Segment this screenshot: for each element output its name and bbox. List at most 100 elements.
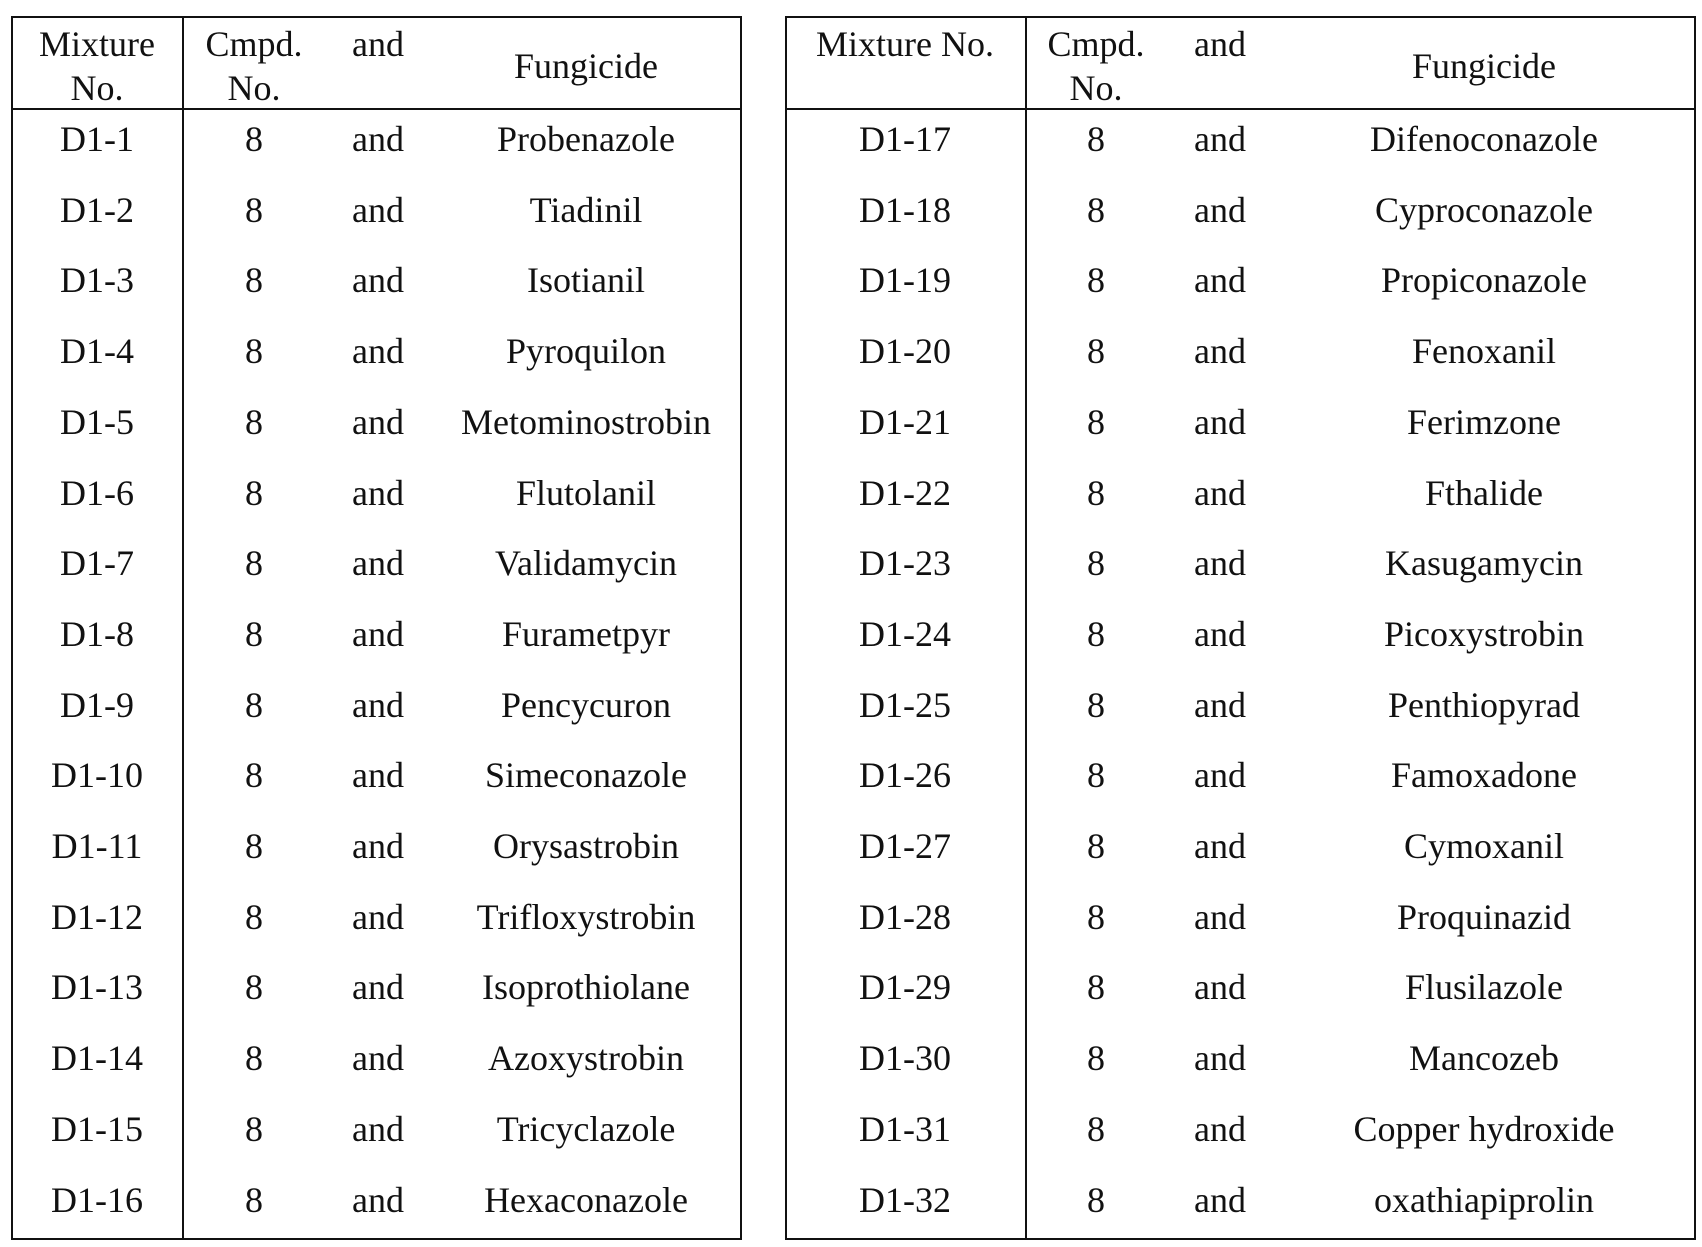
header-rule [787, 108, 1694, 110]
table-cell: Flusilazole [1284, 967, 1684, 1007]
header-cell: Mixture No. [22, 22, 172, 110]
table-cell: and [338, 1180, 418, 1220]
table-cell: and [1180, 190, 1260, 230]
header-cell: and [338, 22, 418, 66]
table-cell: Proquinazid [1284, 897, 1684, 937]
table-cell: Azoxystrobin [421, 1038, 751, 1078]
table-cell: Picoxystrobin [1284, 614, 1684, 654]
table-cell: D1-18 [790, 190, 1020, 230]
table-cell: Kasugamycin [1284, 543, 1684, 583]
table-cell: Isotianil [421, 260, 751, 300]
table-cell: and [1180, 755, 1260, 795]
table-cell: D1-30 [790, 1038, 1020, 1078]
table-cell: Hexaconazole [421, 1180, 751, 1220]
table-cell: Flutolanil [421, 473, 751, 513]
table-cell: Difenoconazole [1284, 119, 1684, 159]
table-cell: Mancozeb [1284, 1038, 1684, 1078]
table-cell: D1-32 [790, 1180, 1020, 1220]
table-cell: D1-17 [790, 119, 1020, 159]
table-cell: 8 [1041, 967, 1151, 1007]
table-cell: and [338, 685, 418, 725]
table-cell: 8 [1041, 402, 1151, 442]
table-cell: Validamycin [421, 543, 751, 583]
table-cell: 8 [199, 119, 309, 159]
table-cell: D1-12 [22, 897, 172, 937]
table-cell: 8 [199, 614, 309, 654]
table-cell: D1-15 [22, 1109, 172, 1149]
table-cell: Cyproconazole [1284, 190, 1684, 230]
table-cell: and [338, 119, 418, 159]
table-cell: D1-26 [790, 755, 1020, 795]
table-cell: 8 [1041, 473, 1151, 513]
table-cell: 8 [1041, 755, 1151, 795]
table-cell: D1-21 [790, 402, 1020, 442]
table-cell: 8 [199, 826, 309, 866]
table-cell: 8 [1041, 119, 1151, 159]
table-cell: Penthiopyrad [1284, 685, 1684, 725]
table-cell: 8 [1041, 614, 1151, 654]
table-cell: Orysastrobin [421, 826, 751, 866]
table-cell: D1-2 [22, 190, 172, 230]
table-cell: D1-23 [790, 543, 1020, 583]
table-cell: 8 [1041, 685, 1151, 725]
table-cell: and [1180, 331, 1260, 371]
table-cell: and [338, 897, 418, 937]
table-cell: 8 [199, 473, 309, 513]
table-cell: and [1180, 402, 1260, 442]
table-cell: and [1180, 1180, 1260, 1220]
table-cell: and [1180, 1038, 1260, 1078]
table-cell: D1-4 [22, 331, 172, 371]
table-cell: and [1180, 1109, 1260, 1149]
table-cell: D1-10 [22, 755, 172, 795]
table-cell: Fthalide [1284, 473, 1684, 513]
table-cell: 8 [199, 1180, 309, 1220]
table-cell: 8 [1041, 331, 1151, 371]
column-rule [1025, 18, 1027, 1238]
table-cell: and [338, 473, 418, 513]
table-cell: Tiadinil [421, 190, 751, 230]
table-cell: D1-27 [790, 826, 1020, 866]
table-cell: and [1180, 967, 1260, 1007]
table-cell: 8 [1041, 826, 1151, 866]
table-cell: 8 [199, 543, 309, 583]
table-cell: 8 [199, 755, 309, 795]
table-cell: Probenazole [421, 119, 751, 159]
table-cell: and [338, 1109, 418, 1149]
table-cell: and [338, 614, 418, 654]
table-cell: D1-31 [790, 1109, 1020, 1149]
table-cell: 8 [199, 967, 309, 1007]
table-cell: D1-28 [790, 897, 1020, 937]
table-cell: D1-5 [22, 402, 172, 442]
table-cell: D1-20 [790, 331, 1020, 371]
table-cell: Furametpyr [421, 614, 751, 654]
table: Mixture No.Cmpd. No.andFungicideD1-18and… [11, 16, 742, 1240]
table-cell: D1-9 [22, 685, 172, 725]
table-cell: 8 [1041, 1109, 1151, 1149]
table-cell: Pyroquilon [421, 331, 751, 371]
table-cell: Simeconazole [421, 755, 751, 795]
table-cell: Tricyclazole [421, 1109, 751, 1149]
header-cell: and [1180, 22, 1260, 66]
table-cell: Propiconazole [1284, 260, 1684, 300]
table-cell: and [1180, 826, 1260, 866]
table-cell: D1-6 [22, 473, 172, 513]
table-cell: and [338, 260, 418, 300]
table-cell: D1-25 [790, 685, 1020, 725]
table-cell: D1-14 [22, 1038, 172, 1078]
table-cell: D1-1 [22, 119, 172, 159]
table: Mixture No.Cmpd. No.andFungicideD1-178an… [785, 16, 1696, 1240]
table-cell: Ferimzone [1284, 402, 1684, 442]
table-cell: 8 [199, 1109, 309, 1149]
table-cell: and [338, 190, 418, 230]
table-cell: 8 [199, 331, 309, 371]
table-cell: and [338, 826, 418, 866]
table-cell: Metominostrobin [421, 402, 751, 442]
header-cell: Cmpd. No. [1041, 22, 1151, 110]
table-cell: D1-3 [22, 260, 172, 300]
table-cell: D1-7 [22, 543, 172, 583]
table-cell: 8 [1041, 260, 1151, 300]
table-cell: Trifloxystrobin [421, 897, 751, 937]
table-cell: and [1180, 543, 1260, 583]
table-cell: 8 [1041, 190, 1151, 230]
